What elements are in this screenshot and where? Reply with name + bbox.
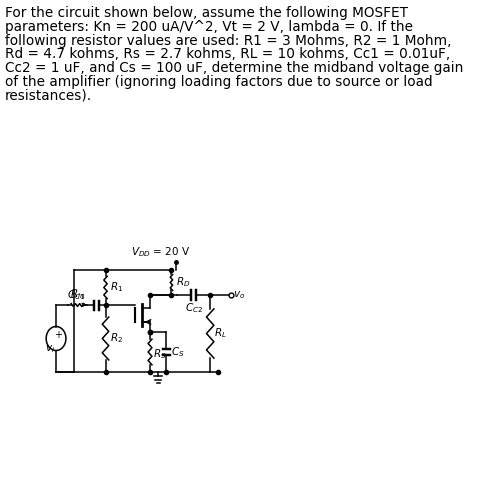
Text: $R_1$: $R_1$ bbox=[110, 281, 123, 294]
Text: For the circuit shown below, assume the following MOSFET: For the circuit shown below, assume the … bbox=[5, 6, 408, 20]
Text: $v_o$: $v_o$ bbox=[233, 289, 245, 301]
Text: Cc2 = 1 uF, and Cs = 100 uF, determine the midband voltage gain: Cc2 = 1 uF, and Cs = 100 uF, determine t… bbox=[5, 61, 463, 75]
Text: of the amplifier (ignoring loading factors due to source or load: of the amplifier (ignoring loading facto… bbox=[5, 75, 432, 89]
Text: resistances).: resistances). bbox=[5, 89, 92, 103]
Text: $R_2$: $R_2$ bbox=[110, 332, 123, 345]
Text: $C_S$: $C_S$ bbox=[170, 345, 184, 359]
Text: Rd = 4.7 kohms, Rs = 2.7 kohms, RL = 10 kohms, Cc1 = 0.01uF,: Rd = 4.7 kohms, Rs = 2.7 kohms, RL = 10 … bbox=[5, 48, 450, 61]
Text: parameters: Kn = 200 uA/V^2, Vt = 2 V, lambda = 0. If the: parameters: Kn = 200 uA/V^2, Vt = 2 V, l… bbox=[5, 20, 413, 34]
Text: $R_L$: $R_L$ bbox=[214, 327, 227, 341]
Text: $C_{C2}$: $C_{C2}$ bbox=[185, 301, 203, 315]
Text: $R_{in}$: $R_{in}$ bbox=[70, 287, 85, 301]
Text: $C_{C1}$: $C_{C1}$ bbox=[67, 288, 86, 302]
Text: +: + bbox=[54, 329, 62, 340]
Text: $v_i$: $v_i$ bbox=[44, 343, 55, 355]
Text: following resistor values are used: R1 = 3 Mohms, R2 = 1 Mohm,: following resistor values are used: R1 =… bbox=[5, 34, 451, 48]
Text: $R_S$: $R_S$ bbox=[153, 347, 167, 361]
Text: $V_{DD}$ = 20 V: $V_{DD}$ = 20 V bbox=[131, 245, 190, 259]
Text: $R_D$: $R_D$ bbox=[175, 275, 190, 290]
